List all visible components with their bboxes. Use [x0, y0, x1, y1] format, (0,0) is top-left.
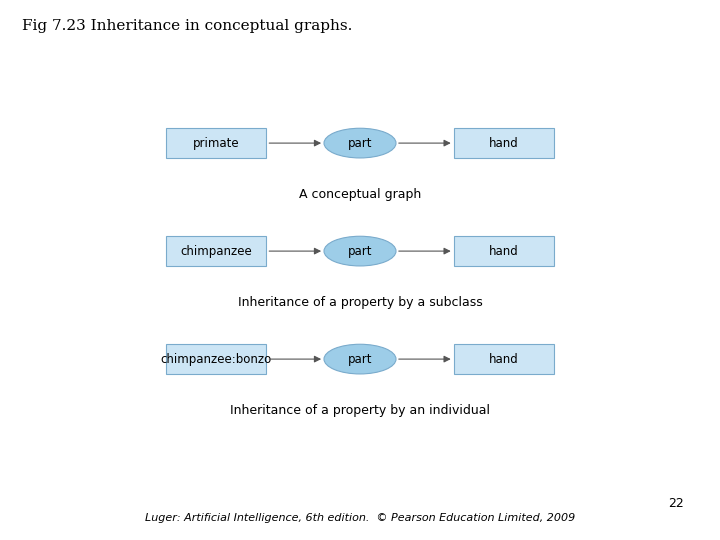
Text: Fig 7.23 Inheritance in conceptual graphs.: Fig 7.23 Inheritance in conceptual graph…: [22, 19, 352, 33]
FancyBboxPatch shape: [454, 236, 554, 266]
FancyBboxPatch shape: [166, 345, 266, 374]
Text: part: part: [348, 353, 372, 366]
Text: chimpanzee:bonzo: chimpanzee:bonzo: [161, 353, 271, 366]
Ellipse shape: [324, 236, 396, 266]
Text: hand: hand: [489, 245, 519, 258]
FancyBboxPatch shape: [454, 345, 554, 374]
Text: part: part: [348, 245, 372, 258]
Text: part: part: [348, 137, 372, 150]
FancyBboxPatch shape: [166, 128, 266, 158]
Text: hand: hand: [489, 137, 519, 150]
Text: 22: 22: [668, 497, 684, 510]
Text: hand: hand: [489, 353, 519, 366]
Ellipse shape: [324, 345, 396, 374]
FancyBboxPatch shape: [166, 236, 266, 266]
FancyBboxPatch shape: [454, 128, 554, 158]
Text: A conceptual graph: A conceptual graph: [299, 188, 421, 201]
Text: Inheritance of a property by a subclass: Inheritance of a property by a subclass: [238, 295, 482, 309]
Text: Inheritance of a property by an individual: Inheritance of a property by an individu…: [230, 404, 490, 417]
Text: primate: primate: [193, 137, 239, 150]
Ellipse shape: [324, 128, 396, 158]
Text: chimpanzee: chimpanzee: [180, 245, 252, 258]
Text: Luger: Artificial Intelligence, 6th edition.  © Pearson Education Limited, 2009: Luger: Artificial Intelligence, 6th edit…: [145, 512, 575, 523]
